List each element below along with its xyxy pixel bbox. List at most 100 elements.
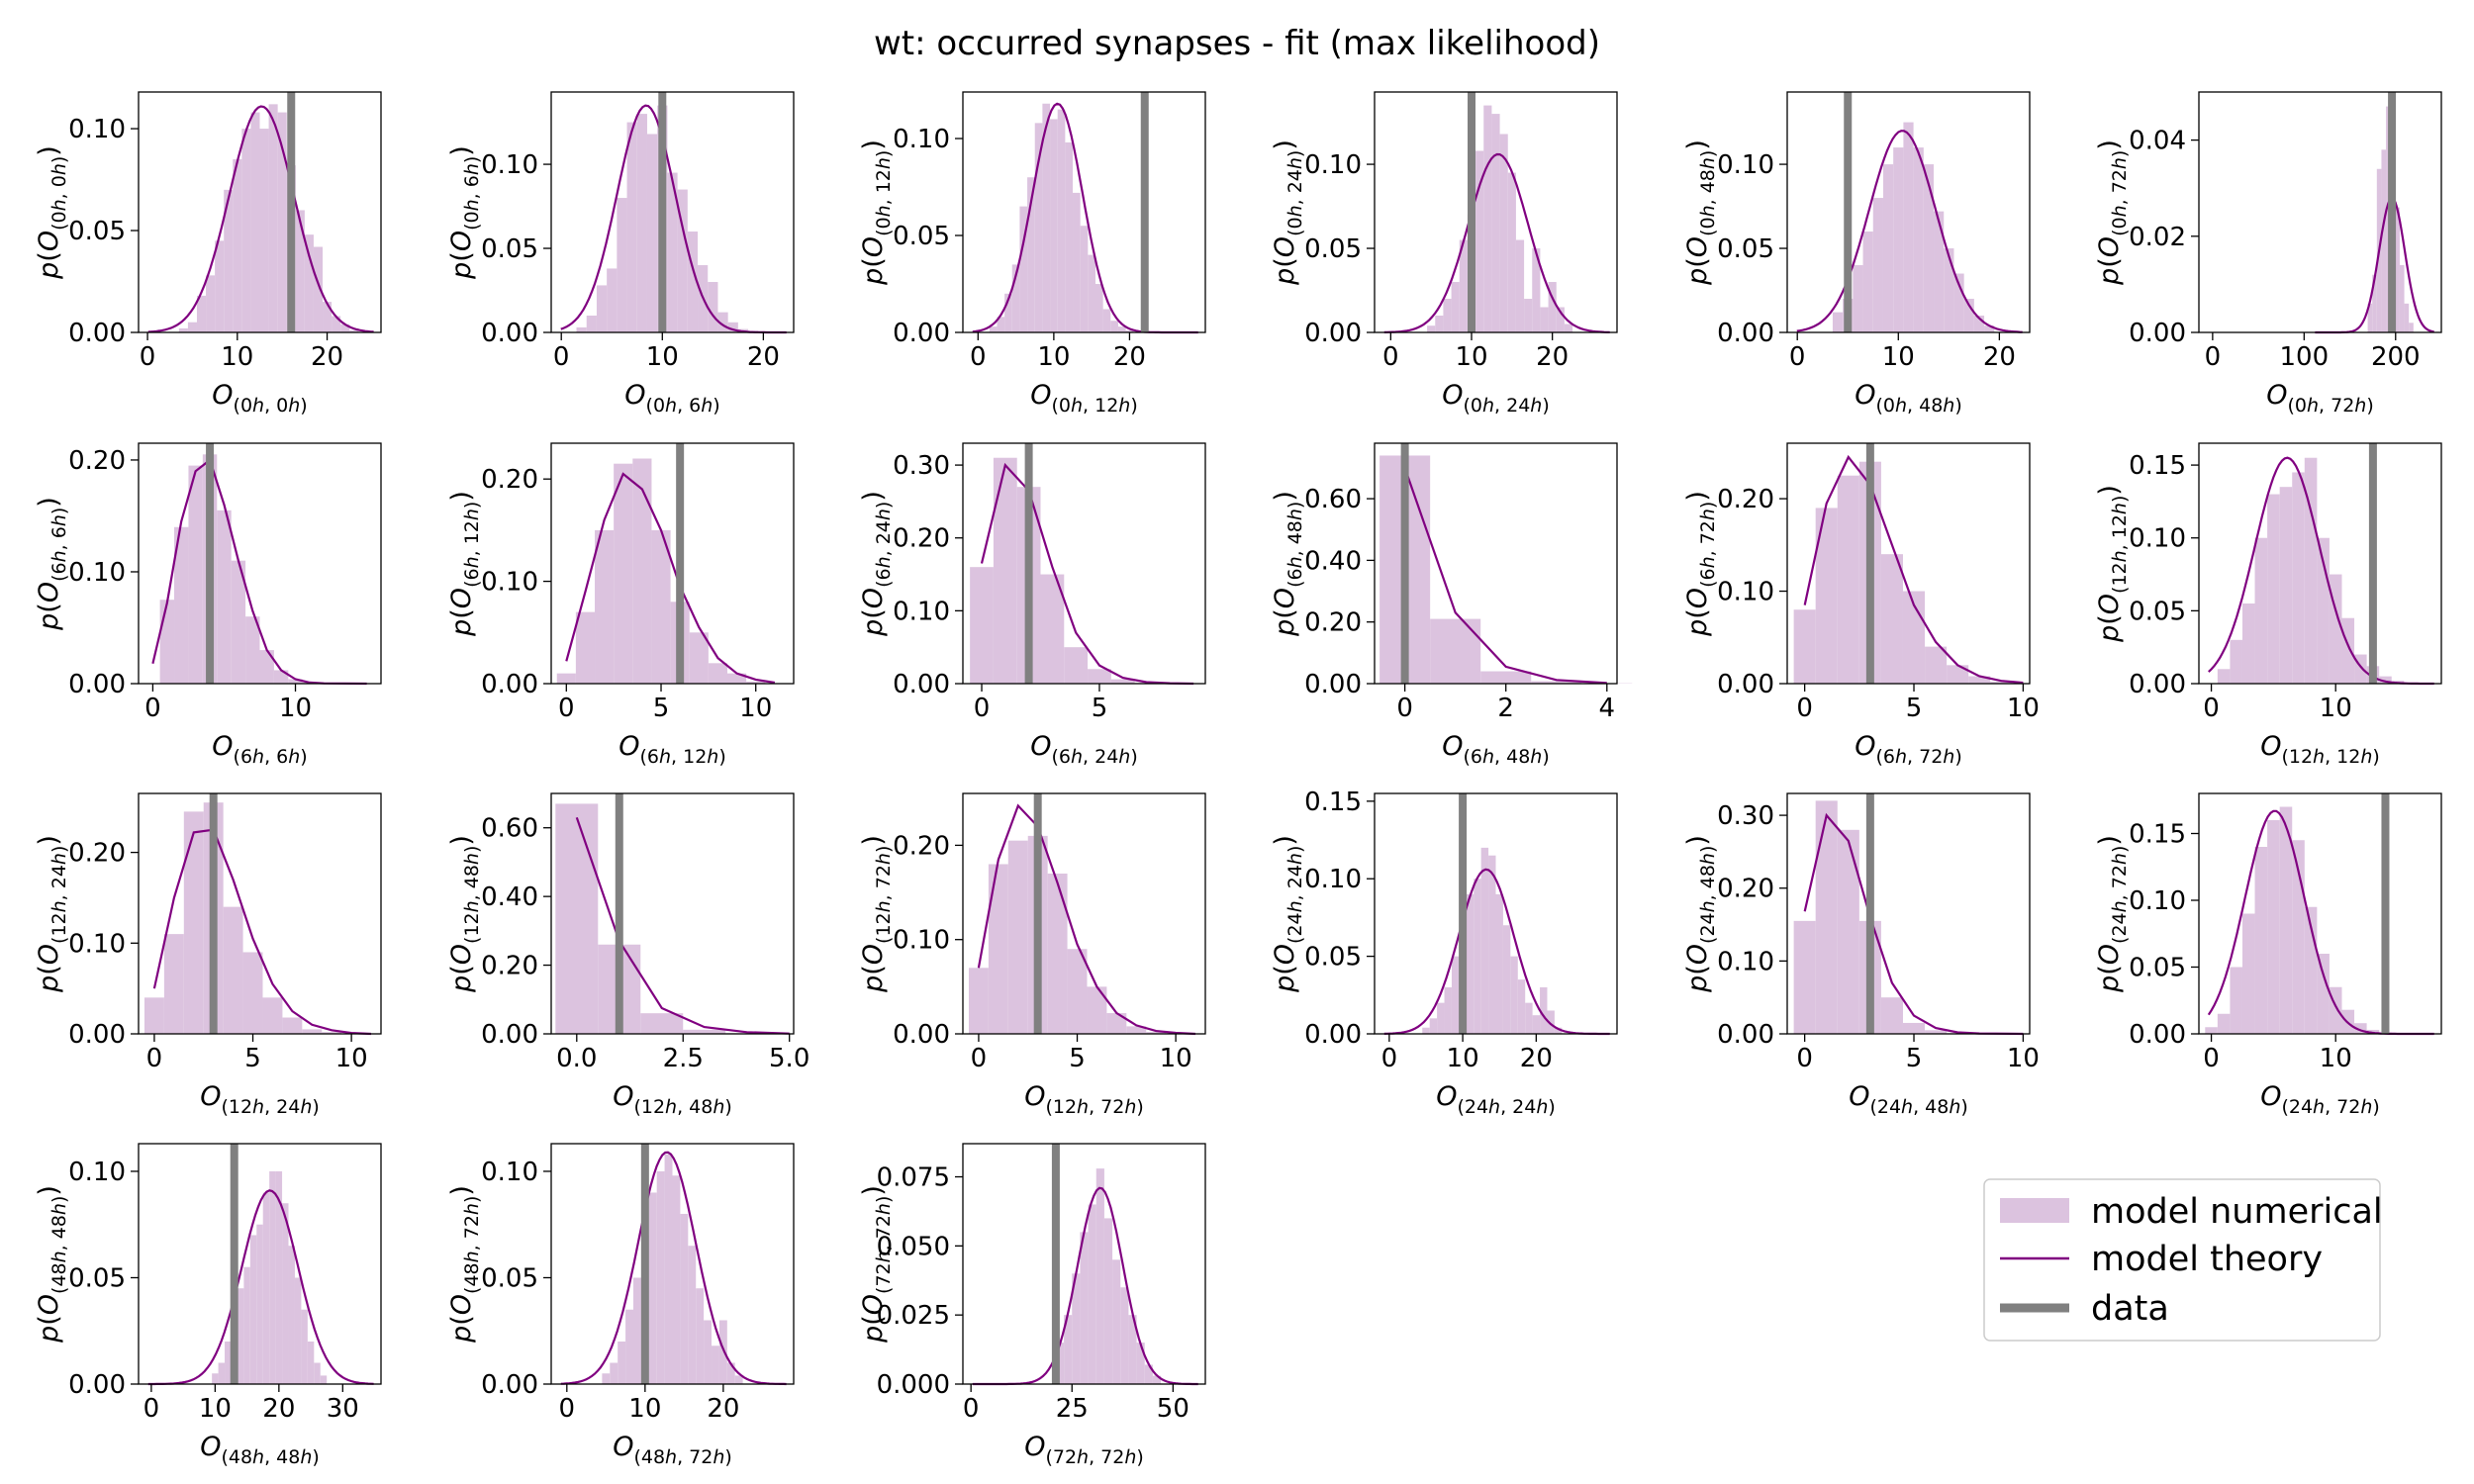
figure-title: wt: occurred synapses - fit (max likelih… bbox=[874, 24, 1600, 63]
histogram-bar bbox=[2279, 487, 2293, 684]
histogram-bar bbox=[332, 316, 341, 332]
histogram-bar bbox=[632, 458, 652, 684]
y-tick-label: 0.10 bbox=[893, 597, 950, 626]
histogram-bar bbox=[1106, 1013, 1127, 1034]
histogram-bar bbox=[1480, 847, 1489, 1034]
histogram-bar bbox=[989, 326, 998, 332]
y-tick-label: 0.20 bbox=[68, 446, 126, 476]
histogram-bar bbox=[1110, 321, 1118, 332]
histogram-bars bbox=[1832, 122, 1995, 333]
histogram-bar bbox=[178, 327, 188, 332]
histogram-bar bbox=[1027, 177, 1035, 332]
x-tick-label: 0 bbox=[1382, 342, 1399, 372]
y-tick-label: 0.10 bbox=[1304, 150, 1362, 180]
histogram-bar bbox=[1047, 874, 1068, 1034]
x-tick-label: 0 bbox=[144, 694, 161, 723]
histogram-bar bbox=[575, 611, 596, 684]
histogram-bar bbox=[1088, 254, 1095, 332]
histogram-bar bbox=[746, 681, 766, 684]
y-axis-label: p(O(24ℎ, 48ℎ)) bbox=[1682, 835, 1719, 993]
x-tick-label: 5 bbox=[244, 1044, 261, 1073]
histogram-bar bbox=[1934, 211, 1945, 332]
axes-frame bbox=[550, 1143, 795, 1385]
y-tick-label: 0.10 bbox=[68, 929, 126, 959]
axes-frame bbox=[2198, 91, 2442, 333]
histogram-bar bbox=[1451, 956, 1460, 1034]
x-tick-label: 10 bbox=[2007, 1044, 2040, 1073]
y-tick-label: 0.00 bbox=[68, 1020, 126, 1050]
histogram-bar bbox=[687, 232, 699, 332]
y-tick-label: 0.60 bbox=[1304, 485, 1362, 514]
histogram-bar bbox=[1517, 979, 1526, 1034]
histogram-bar bbox=[243, 1266, 250, 1384]
histogram-bar bbox=[1540, 307, 1549, 332]
histogram-bar bbox=[727, 673, 747, 684]
histogram-bar bbox=[349, 329, 359, 332]
y-axis-label: p(O(12ℎ, 12ℎ)) bbox=[2094, 485, 2131, 643]
x-tick-label: 2 bbox=[1497, 694, 1514, 723]
y-tick-label: 0.05 bbox=[481, 1263, 538, 1293]
y-axis-label: p(O(48ℎ, 48ℎ)) bbox=[34, 1185, 70, 1344]
histogram-bars bbox=[159, 454, 318, 684]
y-tick-label: 0.00 bbox=[1717, 319, 1774, 348]
x-tick-label: 5 bbox=[1906, 694, 1923, 723]
y-tick-label: 0.10 bbox=[893, 125, 950, 154]
histogram-bar bbox=[262, 997, 283, 1034]
histogram-bars bbox=[602, 1154, 743, 1384]
histogram-bar bbox=[183, 811, 204, 1034]
histogram-bar bbox=[1065, 141, 1074, 332]
x-tick-label: 10 bbox=[2320, 1044, 2352, 1073]
histogram-bar bbox=[1990, 682, 2013, 684]
histogram-bars bbox=[2205, 806, 2392, 1034]
y-tick-label: 0.20 bbox=[1717, 875, 1774, 904]
histogram-bar bbox=[304, 234, 314, 332]
histogram-bar bbox=[1055, 1343, 1065, 1384]
x-tick-label: 0 bbox=[143, 1394, 160, 1424]
x-axis-label: O(48ℎ, 48ℎ) bbox=[200, 1432, 320, 1468]
model-theory-curve bbox=[977, 803, 1196, 1036]
x-axis-label: O(12ℎ, 48ℎ) bbox=[613, 1081, 732, 1118]
histogram-bar bbox=[1968, 676, 1991, 684]
model-theory-curve bbox=[560, 1151, 787, 1386]
histogram-bar bbox=[988, 864, 1008, 1034]
model-theory-curve bbox=[147, 105, 374, 333]
y-tick-label: 0.00 bbox=[481, 670, 538, 699]
histogram-bar bbox=[2354, 1023, 2367, 1034]
x-tick-label: 0 bbox=[1396, 694, 1413, 723]
y-tick-label: 0.00 bbox=[893, 670, 950, 699]
histogram-bar bbox=[1815, 800, 1838, 1034]
histogram-bar bbox=[1120, 1287, 1129, 1384]
histogram-bar bbox=[632, 1277, 641, 1384]
histogram-bar bbox=[245, 616, 260, 684]
subplot-6h-72h: 0 5 10 0.00 0.10 0.20 O(6ℎ, 72ℎ) p(O(6ℎ, 72ℎ)) bbox=[1682, 442, 2040, 768]
y-tick-label: 0.00 bbox=[481, 1370, 538, 1400]
y-axis-label: p(O(72ℎ, 72ℎ)) bbox=[858, 1185, 895, 1344]
histogram-bar bbox=[1488, 855, 1496, 1034]
histogram-bar bbox=[727, 322, 738, 332]
histogram-bar bbox=[1475, 150, 1484, 332]
histogram-bar bbox=[1144, 1364, 1153, 1384]
histogram-bar bbox=[1893, 147, 1904, 332]
model-theory-curve bbox=[1383, 152, 1610, 333]
histogram-bar bbox=[1007, 840, 1028, 1034]
histogram-bar bbox=[556, 673, 576, 684]
histogram-bar bbox=[1793, 920, 1816, 1034]
histogram-bar bbox=[993, 457, 1017, 684]
x-tick-label: 5 bbox=[1092, 694, 1108, 723]
histogram-bar bbox=[1429, 1018, 1438, 1034]
histogram-bar bbox=[322, 1032, 342, 1034]
histogram-bar bbox=[1050, 119, 1058, 332]
histogram-bar bbox=[2292, 472, 2305, 684]
subplot-24h-72h: 0 10 0.00 0.05 0.10 0.15 O(24ℎ, 72ℎ) p(O(24ℎ, 7… bbox=[2094, 792, 2442, 1118]
subplot-0h-24h: 0 10 20 0.00 0.05 0.10 O(0ℎ, 24ℎ) p(O(0ℎ, 24ℎ)) bbox=[1270, 91, 1618, 417]
histogram-bar bbox=[1515, 239, 1525, 332]
histogram-bar bbox=[689, 632, 709, 684]
y-tick-label: 0.00 bbox=[481, 1020, 538, 1050]
histogram-bar bbox=[576, 326, 587, 332]
histogram-bar bbox=[2409, 323, 2414, 332]
x-tick-label: 5 bbox=[1069, 1044, 1086, 1073]
histogram-bar bbox=[2205, 1027, 2218, 1034]
histogram-bar bbox=[340, 324, 350, 332]
y-axis-label: p(O(0ℎ, 6ℎ)) bbox=[446, 145, 483, 280]
